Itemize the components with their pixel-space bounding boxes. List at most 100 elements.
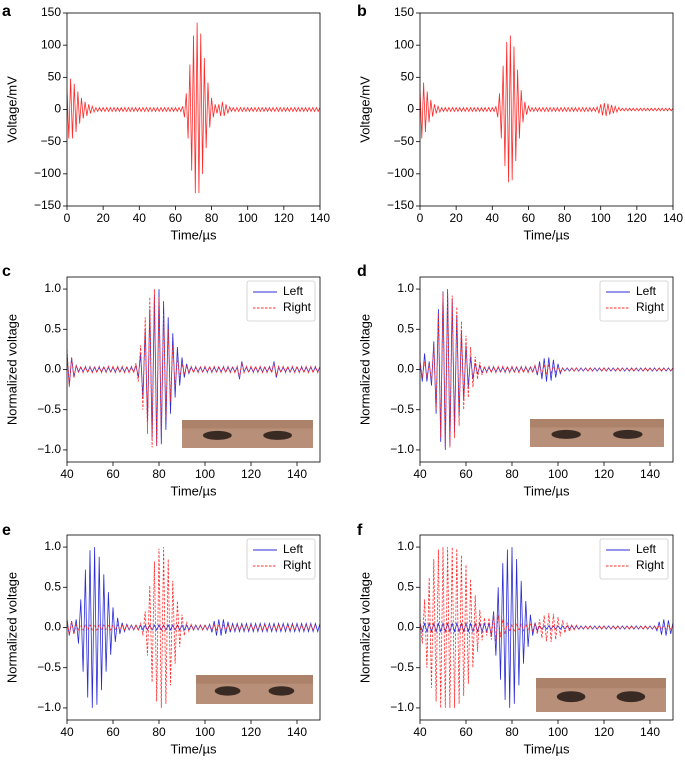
y-tick-label: −50 [394, 134, 415, 148]
signal-line [67, 22, 320, 194]
x-axis-label: Time/µs [170, 741, 217, 756]
y-tick-label: −1.0 [390, 700, 414, 714]
signal-line [420, 547, 673, 708]
y-tick-label: 1.0 [44, 281, 61, 295]
legend-label: Right [636, 300, 665, 314]
x-tick-label: 140 [640, 467, 660, 481]
panel-label: e [2, 522, 11, 539]
x-axis-label: Time/µs [523, 741, 570, 756]
x-tick-label: 60 [522, 211, 536, 225]
panel-label: c [2, 263, 11, 280]
legend-box [599, 538, 669, 580]
y-tick-label: −1.0 [390, 442, 414, 456]
legend-label: Left [636, 542, 657, 556]
y-axis-label: Normalized voltage [357, 314, 372, 425]
x-tick-label: 140 [287, 467, 307, 481]
plot-frame [66, 276, 321, 463]
y-tick-label: 0 [407, 102, 414, 116]
x-tick-label: 80 [152, 725, 166, 739]
signal-line [67, 289, 320, 448]
y-tick-label: −0.5 [37, 402, 61, 416]
plot-lines [420, 547, 673, 708]
eye [616, 691, 646, 703]
y-tick-label: −150 [34, 198, 61, 212]
x-tick-label: 100 [195, 725, 215, 739]
x-tick-label: 100 [591, 211, 611, 225]
eye [214, 686, 241, 696]
eye [551, 429, 581, 439]
y-tick-label: 50 [48, 70, 62, 84]
plot-frame [419, 534, 674, 721]
x-tick-label: 80 [505, 467, 519, 481]
x-tick-label: 0 [64, 211, 71, 225]
y-tick-label: 0.0 [44, 362, 61, 376]
eye-photo-shade [530, 419, 664, 428]
y-tick-label: 0 [54, 102, 61, 116]
y-tick-label: 1.0 [397, 539, 414, 553]
y-tick-label: −100 [34, 166, 61, 180]
signal-line [67, 547, 316, 708]
y-tick-label: −0.5 [37, 660, 61, 674]
plot-frame [66, 12, 321, 207]
plot-frame [66, 534, 321, 721]
x-tick-label: 40 [60, 467, 74, 481]
legend-label: Right [283, 300, 312, 314]
legend-label: Left [283, 542, 304, 556]
x-tick-label: 120 [627, 211, 647, 225]
legend-label: Left [283, 284, 304, 298]
y-tick-label: −1.0 [37, 442, 61, 456]
y-tick-label: 100 [394, 37, 414, 51]
x-tick-label: 100 [548, 467, 568, 481]
x-tick-label: 40 [413, 725, 427, 739]
x-tick-label: 100 [195, 467, 215, 481]
x-tick-label: 120 [274, 211, 294, 225]
y-axis-label: Voltage/mV [357, 76, 372, 143]
plot-lines [420, 35, 673, 183]
eye [263, 430, 293, 440]
y-tick-label: −150 [387, 198, 414, 212]
y-axis-label: Normalized voltage [4, 314, 19, 425]
x-tick-label: 80 [505, 725, 519, 739]
eye [268, 686, 295, 696]
x-tick-label: 40 [60, 725, 74, 739]
x-tick-label: 140 [287, 725, 307, 739]
x-tick-label: 120 [594, 467, 614, 481]
y-tick-label: −1.0 [37, 700, 61, 714]
legend-box [599, 280, 669, 322]
eye [613, 429, 643, 439]
x-tick-label: 40 [413, 467, 427, 481]
eye-photo-shade [536, 678, 666, 689]
panel-label: a [2, 3, 11, 20]
x-axis-label: Time/µs [523, 483, 570, 498]
y-tick-label: 0.5 [397, 579, 414, 593]
x-tick-label: 40 [133, 211, 147, 225]
x-tick-label: 20 [96, 211, 110, 225]
y-tick-label: −50 [41, 134, 62, 148]
signal-line [420, 289, 673, 449]
y-tick-label: 0.5 [44, 579, 61, 593]
x-tick-label: 120 [241, 467, 261, 481]
x-tick-label: 140 [663, 211, 683, 225]
eye-photo-shade [182, 420, 313, 429]
x-tick-label: 140 [310, 211, 330, 225]
y-tick-label: 0.0 [44, 620, 61, 634]
x-tick-label: 80 [205, 211, 219, 225]
eye [556, 691, 586, 703]
x-tick-label: 100 [238, 211, 258, 225]
legend-label: Right [283, 558, 312, 572]
panel-label: f [357, 522, 363, 539]
x-tick-label: 60 [106, 467, 120, 481]
legend-box [246, 280, 316, 322]
y-tick-label: 0.5 [44, 321, 61, 335]
panel-label: b [357, 3, 367, 20]
y-tick-label: −0.5 [390, 660, 414, 674]
x-tick-label: 0 [417, 211, 424, 225]
y-tick-label: 0.0 [397, 620, 414, 634]
signal-line [420, 35, 673, 183]
x-tick-label: 80 [152, 467, 166, 481]
y-tick-label: 100 [41, 37, 61, 51]
x-axis-label: Time/µs [523, 227, 570, 242]
y-tick-label: −100 [387, 166, 414, 180]
plot-lines [67, 289, 320, 448]
